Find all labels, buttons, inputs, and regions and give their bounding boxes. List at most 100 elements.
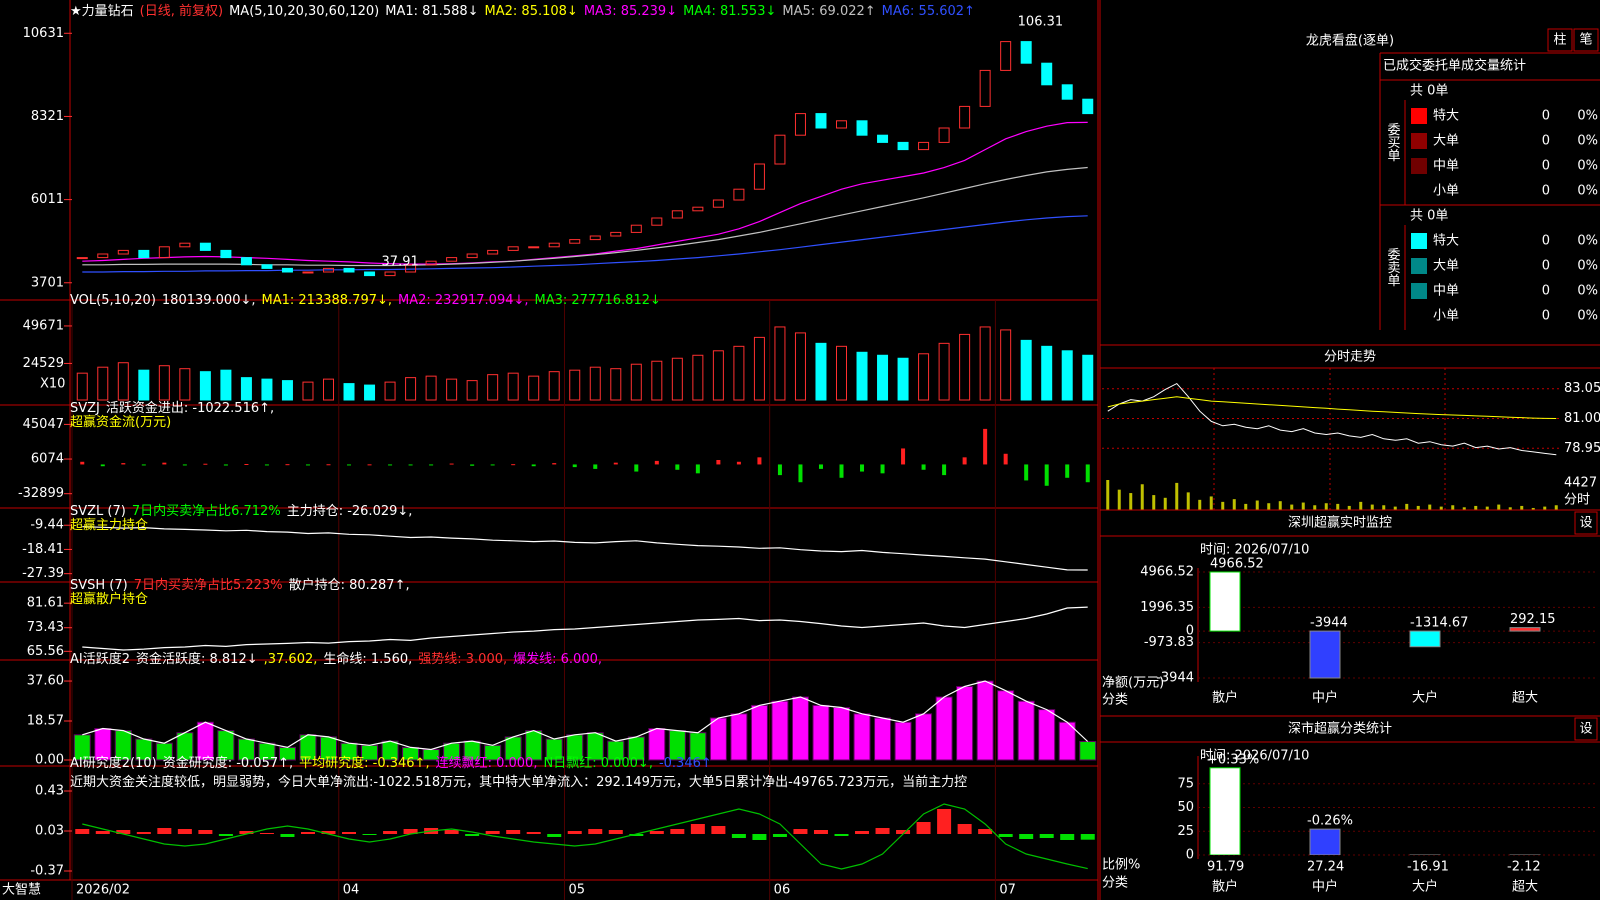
ma-line <box>82 215 1088 273</box>
volume-bar <box>1020 339 1032 401</box>
flow-bar <box>121 463 126 465</box>
candle <box>1082 98 1094 115</box>
candle <box>589 235 601 241</box>
volume-bar <box>774 326 786 401</box>
button-label[interactable]: 柱 <box>1553 33 1566 48</box>
label: MA3: 85.239↓ <box>583 4 678 19</box>
button[interactable] <box>1547 28 1573 52</box>
row-name: 特大 <box>1433 109 1459 124</box>
category-bar <box>1509 627 1541 632</box>
label: 连续飘红: 0.000, <box>435 756 538 771</box>
tick-volume <box>1554 505 1558 510</box>
y-tick-label: 49671 <box>23 318 64 333</box>
y-tick-label: -18.41 <box>22 542 64 557</box>
research-bar <box>116 830 131 834</box>
date-label: 2026/02 <box>76 883 130 898</box>
y-tick-label: 75 <box>1177 776 1194 791</box>
volume-bar <box>548 371 560 401</box>
tick-volume <box>1221 501 1225 510</box>
label: MA4: 81.553↓ <box>683 4 777 19</box>
value-label: -3944 <box>1310 616 1348 631</box>
activity-bar <box>750 704 768 761</box>
research-bar <box>280 834 295 837</box>
candle <box>630 224 642 233</box>
candle <box>261 264 273 269</box>
category-label: 大户 <box>1412 879 1438 895</box>
volume-bar <box>836 345 847 401</box>
flow-bar <box>839 464 844 478</box>
button[interactable] <box>1573 28 1599 52</box>
y-tick-label: 37.60 <box>27 674 64 689</box>
tick-volume <box>1301 502 1305 510</box>
candle <box>897 141 909 151</box>
button-label[interactable]: 设 <box>1579 722 1592 737</box>
tick-volume <box>1497 504 1501 510</box>
y-tick-label: 24529 <box>23 356 64 371</box>
y-tick-label: 8321 <box>31 109 64 124</box>
candle <box>466 253 478 259</box>
volume-bar <box>138 369 150 401</box>
tick-volume <box>1244 503 1248 510</box>
label: 超赢主力持仓 <box>70 518 149 533</box>
research-bar <box>136 832 151 834</box>
row-name: 中单 <box>1433 159 1459 174</box>
research-bar <box>403 829 418 834</box>
label: 活跃资金进出: -1022.516↑, <box>105 401 275 416</box>
activity-bar <box>1017 700 1035 761</box>
candle <box>179 242 191 248</box>
label: ★力量钻石 <box>70 4 134 19</box>
flow-bar <box>757 457 762 465</box>
research-bar <box>485 831 500 834</box>
y-tick-label: 1996.35 <box>1140 600 1194 615</box>
research-bar <box>875 828 890 834</box>
research-bar <box>506 830 521 834</box>
swatch <box>1411 283 1427 299</box>
tick-volume <box>1359 501 1363 510</box>
research-bar <box>937 809 952 834</box>
row-pct: 0% <box>1577 109 1598 124</box>
activity-bar <box>853 713 871 761</box>
volume-bar <box>179 368 191 401</box>
label: (日线, 前复权) <box>139 4 224 19</box>
research-bar <box>198 830 213 834</box>
volume-bar <box>897 357 909 401</box>
value-label: -2.12 <box>1507 860 1541 875</box>
candle <box>753 163 765 190</box>
button-label[interactable]: 设 <box>1579 516 1592 531</box>
label: 近期大资金关注度较低，明显弱势，今日大单净流出:-1022.518万元，其中特大… <box>70 775 968 790</box>
tick-volume <box>1186 492 1190 510</box>
candle <box>1020 41 1032 64</box>
side-label: 委买单 <box>1385 123 1401 162</box>
volume-bar <box>384 381 396 401</box>
activity-bar <box>915 713 933 761</box>
candle <box>199 242 211 251</box>
candle <box>528 246 540 249</box>
unit-label: X10 <box>40 377 65 392</box>
category-label: 中户 <box>1312 879 1338 895</box>
candle <box>302 271 314 274</box>
flow-bar <box>798 464 803 483</box>
candle <box>959 105 971 129</box>
avg-research-line <box>82 803 1088 870</box>
row-count: 0 <box>1542 184 1550 199</box>
volume-bar <box>97 366 109 401</box>
y-tick-label: 6074 <box>31 452 64 467</box>
label: 7日内买卖净占比5.223% <box>133 578 283 593</box>
svsh-sub: 超赢散户持仓 <box>70 588 154 607</box>
row-count: 0 <box>1542 134 1550 149</box>
flow-bar <box>305 464 310 466</box>
y-tick-label: 65.56 <box>27 644 64 659</box>
row-name: 大单 <box>1433 134 1459 149</box>
research-bar <box>177 829 192 834</box>
volume-bar <box>610 368 622 401</box>
candle <box>938 127 950 143</box>
time: 时间: 2026/07/10 <box>1200 749 1309 764</box>
volume-bar <box>302 381 314 401</box>
candle <box>733 188 745 201</box>
volume-bar <box>959 333 971 401</box>
button-label[interactable]: 笔 <box>1579 32 1592 48</box>
flow-bar <box>203 463 208 465</box>
button[interactable] <box>1574 511 1598 535</box>
button[interactable] <box>1574 717 1598 741</box>
